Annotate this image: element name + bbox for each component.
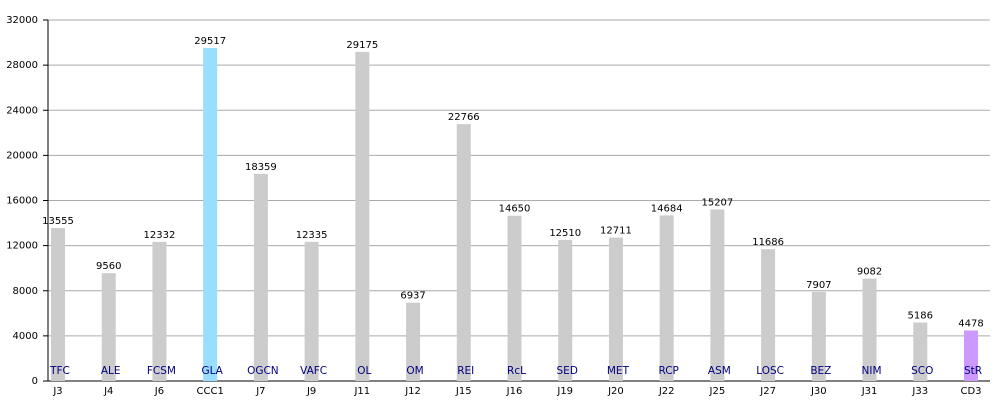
x-tick-label: J33: [911, 386, 928, 397]
value-label: 9560: [96, 261, 121, 272]
bar: [659, 215, 674, 381]
value-label: 6937: [400, 291, 425, 302]
y-tick-label: 28000: [6, 60, 38, 71]
x-tick-label: J3: [52, 386, 62, 397]
team-label: OM: [406, 365, 423, 377]
team-label: NIM: [862, 365, 882, 377]
y-tick-label: 32000: [6, 15, 38, 26]
y-tick-label: 0: [32, 376, 38, 387]
team-label: BEZ: [810, 365, 831, 377]
x-tick-label: J15: [455, 386, 472, 397]
team-label: RcL: [507, 365, 526, 377]
x-tick-label: J12: [404, 386, 421, 397]
y-tick-label: 12000: [6, 241, 38, 252]
bar: [304, 241, 319, 381]
team-label: OL: [357, 365, 371, 377]
bar: [406, 302, 421, 381]
bar: [913, 322, 928, 381]
x-tick-label: J27: [759, 386, 776, 397]
bar: [811, 291, 826, 381]
team-label: SCO: [911, 365, 933, 377]
value-label: 14684: [651, 203, 683, 214]
bar: [608, 237, 623, 381]
x-tick-label: J19: [556, 386, 573, 397]
value-label: 12711: [600, 226, 632, 237]
x-tick-label: J6: [154, 386, 164, 397]
value-label: 11686: [752, 237, 784, 248]
bar: [761, 249, 776, 381]
team-label: ASM: [708, 365, 731, 377]
bar: [152, 241, 167, 381]
x-tick-label: J7: [255, 386, 265, 397]
value-label: 29175: [346, 40, 378, 51]
team-label: LOSC: [756, 365, 784, 377]
value-label: 9082: [857, 267, 882, 278]
value-label: 13555: [42, 216, 74, 227]
team-label: ALE: [101, 365, 121, 377]
y-tick-label: 8000: [13, 286, 38, 297]
value-label: 12332: [144, 230, 176, 241]
value-label: 5186: [908, 310, 933, 321]
team-label: VAFC: [300, 365, 327, 377]
x-tick-label: J22: [658, 386, 675, 397]
value-label: 29517: [194, 36, 226, 47]
bar: [51, 228, 65, 381]
value-label: 22766: [448, 112, 480, 123]
team-label: SED: [557, 365, 578, 377]
bar: [203, 48, 218, 381]
value-label: 18359: [245, 162, 277, 173]
team-label: StR: [964, 365, 982, 377]
team-label: FCSM: [147, 365, 176, 377]
x-tick-label: J25: [709, 386, 726, 397]
bar: [710, 209, 725, 381]
bar: [964, 330, 978, 381]
y-tick-label: 16000: [6, 196, 38, 207]
team-label: OGCN: [247, 365, 279, 377]
x-tick-label: J16: [506, 386, 523, 397]
x-tick-label: J20: [607, 386, 624, 397]
team-label: MET: [607, 365, 630, 377]
bar: [507, 215, 522, 381]
x-tick-label: J31: [861, 386, 878, 397]
value-label: 14650: [499, 204, 531, 215]
bar: [456, 124, 471, 381]
y-tick-label: 4000: [13, 331, 38, 342]
x-tick-label: J30: [810, 386, 827, 397]
team-label: GLA: [201, 365, 223, 377]
value-label: 4478: [958, 318, 983, 329]
team-label: TFC: [49, 365, 70, 377]
x-tick-label: J9: [306, 386, 316, 397]
value-label: 15207: [701, 197, 733, 208]
value-label: 7907: [806, 280, 831, 291]
y-tick-label: 24000: [6, 105, 38, 116]
bar: [862, 278, 877, 381]
value-label: 12335: [296, 230, 328, 241]
bar: [253, 173, 268, 381]
value-label: 12510: [549, 228, 581, 239]
team-label: RCP: [658, 365, 678, 377]
bar: [355, 51, 370, 381]
x-tick-label: J11: [353, 386, 370, 397]
x-tick-label: CD3: [960, 386, 981, 397]
bar: [101, 273, 116, 381]
bar: [558, 239, 573, 381]
x-tick-label: J4: [103, 386, 113, 397]
y-tick-label: 20000: [6, 150, 38, 161]
x-tick-label: CCC1: [197, 386, 224, 397]
team-label: REI: [457, 365, 474, 377]
